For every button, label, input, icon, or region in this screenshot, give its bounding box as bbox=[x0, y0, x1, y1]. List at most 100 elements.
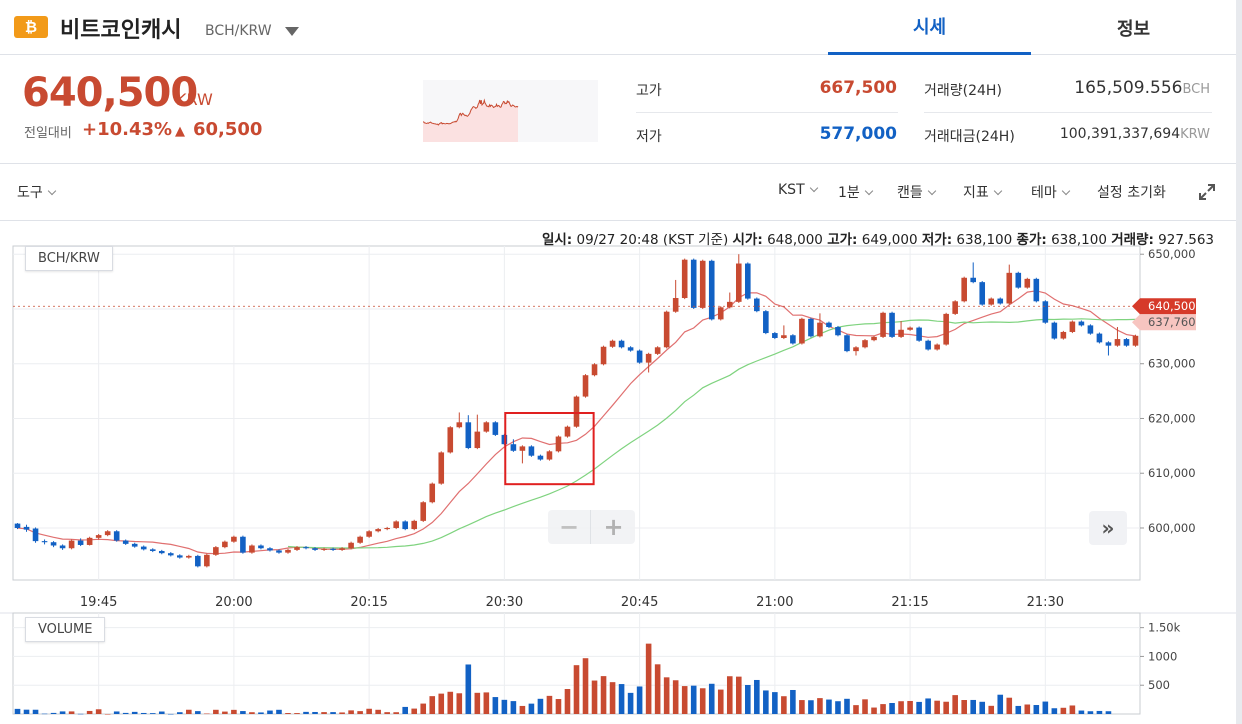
volume-bar bbox=[23, 709, 30, 714]
candle-body bbox=[582, 375, 589, 397]
tools-menu[interactable]: 도구 bbox=[17, 182, 57, 202]
candle-body bbox=[411, 520, 418, 530]
volume-tick-label: 1000 bbox=[1148, 649, 1177, 663]
volume-bar bbox=[195, 711, 201, 714]
candle-body bbox=[339, 548, 345, 550]
volume-bar bbox=[104, 714, 111, 715]
volume-bar bbox=[600, 676, 607, 714]
volume-bar bbox=[817, 698, 823, 714]
volume-bar bbox=[249, 712, 255, 714]
candle-body bbox=[1078, 321, 1085, 326]
tab-quote[interactable]: 시세 bbox=[828, 0, 1031, 55]
reset-settings-button[interactable]: 설정 초기화 bbox=[1097, 185, 1166, 201]
volume-bar bbox=[474, 692, 481, 714]
volume-bar bbox=[745, 684, 751, 714]
candle-body bbox=[961, 277, 967, 302]
volume-bar bbox=[510, 701, 517, 714]
volume-bar bbox=[654, 664, 661, 714]
candle-body bbox=[438, 452, 445, 484]
volume-bar bbox=[618, 684, 625, 714]
candle-body bbox=[113, 531, 120, 541]
volume-bar bbox=[1033, 705, 1040, 714]
candle-body bbox=[23, 526, 30, 530]
volume-bar bbox=[979, 701, 986, 714]
volume-bar bbox=[609, 682, 616, 714]
volume-bar bbox=[591, 680, 598, 714]
volume-bar bbox=[312, 711, 318, 714]
candle-body bbox=[681, 259, 688, 299]
zoom-out-button[interactable]: − bbox=[548, 510, 591, 544]
zoom-in-button[interactable]: + bbox=[603, 513, 624, 541]
last-price-badge bbox=[1132, 298, 1196, 315]
up-arrow-icon: ▲ bbox=[175, 124, 185, 139]
volume-bar bbox=[582, 658, 589, 714]
open-label: 시가: bbox=[732, 232, 763, 248]
volume-bar bbox=[276, 709, 282, 714]
tab-info[interactable]: 정보 bbox=[1116, 18, 1151, 40]
volume-bar bbox=[663, 677, 670, 714]
candle-body bbox=[781, 335, 787, 338]
volume-bar bbox=[1006, 697, 1013, 714]
volume-bar bbox=[303, 711, 309, 714]
volume-bar bbox=[754, 679, 760, 714]
volume-label: 거래량: bbox=[1111, 232, 1154, 248]
coin-pair[interactable]: BCH/KRW bbox=[205, 23, 272, 39]
candle-info-line: 일시: 09/27 20:48 (KST 기준) 시가: 648,000 고가:… bbox=[470, 228, 1214, 248]
interval-menu[interactable]: 1분 bbox=[838, 182, 874, 202]
candle-body bbox=[600, 346, 607, 365]
volume-bar bbox=[384, 712, 390, 714]
candle-body bbox=[546, 451, 553, 460]
candle-body bbox=[122, 540, 129, 544]
candle-body bbox=[537, 455, 544, 460]
candle-body bbox=[591, 364, 598, 376]
candle-body bbox=[77, 540, 84, 545]
volume-bar bbox=[240, 711, 246, 714]
candle-body bbox=[871, 336, 877, 341]
candle-body bbox=[808, 318, 814, 337]
candle-body bbox=[267, 548, 273, 551]
volume-bar bbox=[77, 713, 84, 715]
volume-bar bbox=[889, 703, 895, 714]
volume-bar bbox=[555, 699, 562, 714]
volume-bar bbox=[853, 705, 859, 714]
candle-body bbox=[844, 335, 850, 352]
chart-type-menu[interactable]: 캔들 bbox=[897, 182, 937, 202]
candle-body bbox=[68, 540, 75, 549]
candle-body bbox=[1069, 321, 1076, 332]
candle-body bbox=[240, 536, 246, 553]
close-value: 638,100 bbox=[1051, 232, 1107, 248]
candle-body bbox=[131, 543, 138, 547]
volume-bar bbox=[213, 709, 219, 714]
candle-body bbox=[14, 523, 21, 528]
candle-body bbox=[1123, 339, 1130, 346]
candle-body bbox=[564, 426, 571, 437]
price-chart[interactable]: 650,000640,000630,000620,000610,000600,0… bbox=[0, 222, 1236, 724]
volume-bar bbox=[672, 680, 679, 714]
candle-body bbox=[375, 529, 381, 532]
candle-body bbox=[231, 536, 237, 542]
zoom-controls: − + bbox=[548, 510, 635, 544]
volume-bar bbox=[68, 711, 75, 714]
candle-body bbox=[249, 545, 255, 553]
scroll-to-latest-button[interactable]: » bbox=[1089, 511, 1127, 545]
candle-body bbox=[59, 545, 66, 549]
expand-icon[interactable] bbox=[1198, 183, 1216, 201]
caret-down-icon[interactable] bbox=[285, 27, 299, 36]
volume-bar bbox=[375, 709, 381, 714]
candle-body bbox=[636, 350, 643, 363]
volume-bar bbox=[122, 712, 129, 714]
candle-body bbox=[934, 344, 940, 350]
ma-value-badge bbox=[1132, 314, 1196, 331]
timezone-menu[interactable]: KST bbox=[778, 182, 818, 198]
amount-24h-value: 100,391,337,694KRW bbox=[1030, 126, 1210, 142]
chart-toolbar: 도구 KST 1분 캔들 지표 테마 설정 초기화 bbox=[0, 165, 1236, 221]
theme-menu[interactable]: 테마 bbox=[1031, 182, 1071, 202]
candle-body bbox=[717, 307, 724, 320]
volume-bar bbox=[699, 688, 706, 714]
candle-body bbox=[654, 347, 661, 354]
volume-bar bbox=[267, 710, 273, 714]
indicator-menu[interactable]: 지표 bbox=[963, 182, 1003, 202]
volume-bar bbox=[420, 703, 427, 714]
ma-value-label: 637,760 bbox=[1148, 315, 1196, 329]
candle-body bbox=[627, 347, 634, 351]
